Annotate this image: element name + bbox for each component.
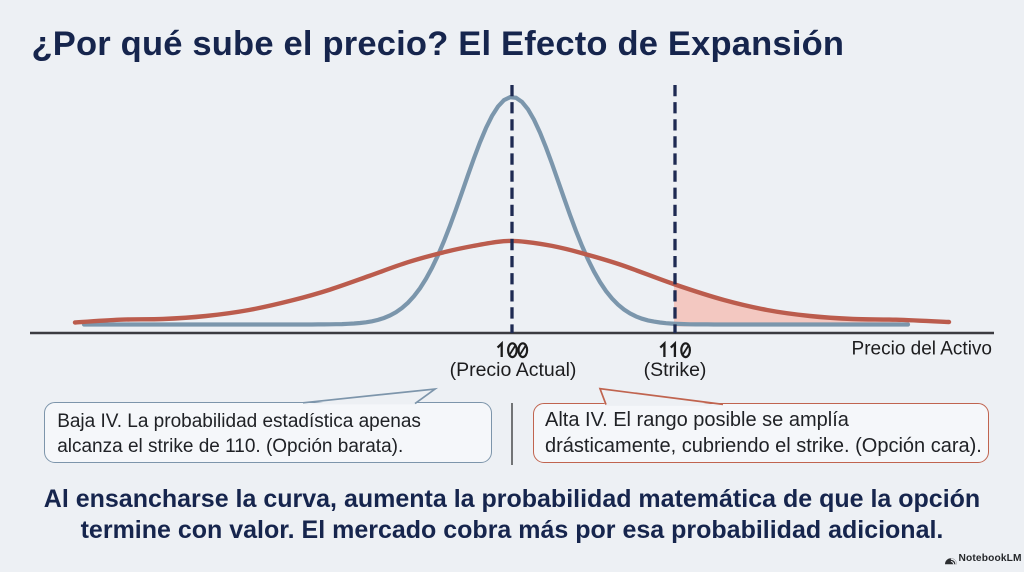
svg-text:(Precio Actual): (Precio Actual) xyxy=(450,359,577,381)
svg-text:(Strike): (Strike) xyxy=(644,359,707,381)
svg-text:Precio del Activo: Precio del Activo xyxy=(852,339,992,360)
